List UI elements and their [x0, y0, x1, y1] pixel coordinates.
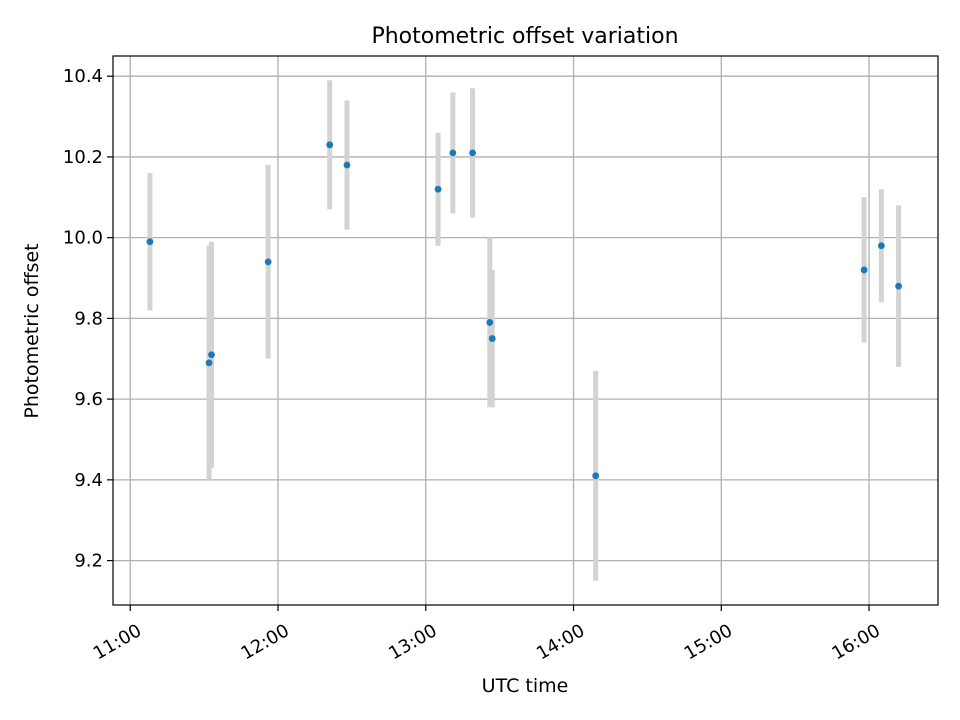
y-tick-label: 9.6: [74, 389, 103, 410]
y-tick-label: 10.0: [63, 228, 103, 249]
y-tick-label: 10.2: [63, 147, 103, 168]
x-tick-label: 15:00: [681, 620, 736, 664]
error-bars: [147, 80, 902, 581]
x-tick-label: 16:00: [829, 620, 884, 664]
y-tick-label: 9.2: [74, 551, 103, 572]
x-tick-label: 14:00: [533, 620, 588, 664]
data-point: [205, 359, 213, 367]
chart-title: Photometric offset variation: [371, 24, 678, 49]
data-point: [146, 238, 154, 246]
data-point: [895, 282, 902, 290]
grid: [113, 56, 938, 605]
data-point: [877, 242, 885, 250]
data-point: [449, 149, 457, 157]
y-tick-label: 10.4: [63, 66, 103, 87]
data-point: [343, 161, 351, 169]
data-point: [264, 258, 272, 266]
data-point: [326, 141, 334, 149]
data-point: [434, 185, 442, 193]
x-axis-ticks: 11:00 12:00 13:00 14:00 15:00 16:00: [90, 605, 884, 664]
y-tick-label: 9.4: [74, 470, 103, 491]
data-point: [469, 149, 476, 157]
x-tick-label: 12:00: [237, 620, 292, 664]
data-points: [146, 141, 902, 480]
y-axis-ticks: 9.2 9.4 9.6 9.8 10.0 10.2 10.4: [63, 66, 113, 572]
plot-frame: [112, 55, 939, 606]
data-point: [592, 472, 600, 480]
x-tick-label: 11:00: [90, 620, 145, 664]
data-point: [486, 319, 494, 326]
y-axis-label: Photometric offset: [21, 243, 43, 418]
data-point: [860, 266, 868, 274]
data-point: [208, 351, 215, 359]
data-point: [488, 335, 496, 342]
x-axis-label: UTC time: [482, 675, 569, 697]
y-tick-label: 9.8: [74, 308, 103, 329]
x-tick-label: 13:00: [385, 620, 440, 664]
